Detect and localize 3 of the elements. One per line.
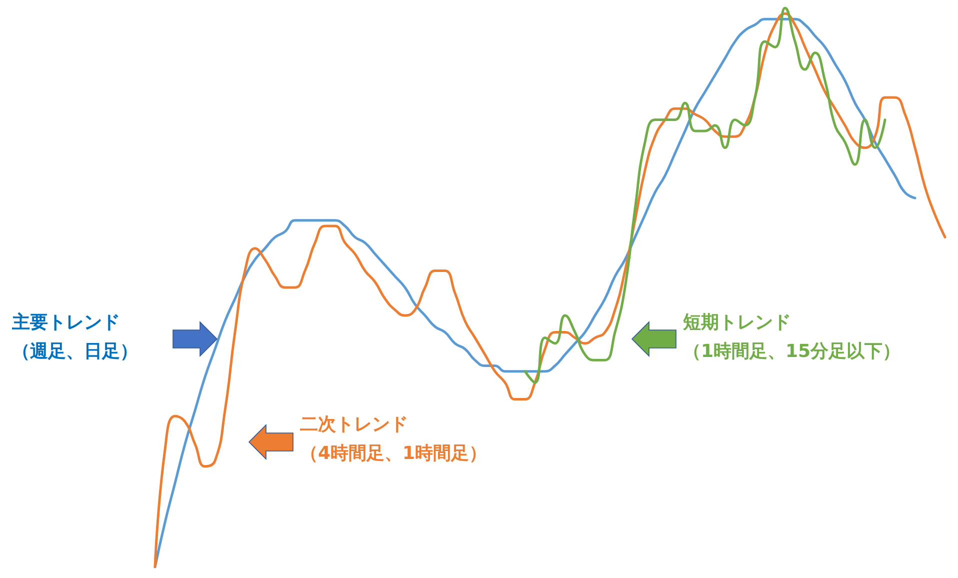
text: 主要トレンド（週足、日足） bbox=[12, 312, 138, 362]
annotation: 二次トレンド（4時間足、1時間足） bbox=[300, 414, 488, 464]
annotation: 短期トレンド（1時間足、15分足以下） bbox=[683, 312, 901, 362]
